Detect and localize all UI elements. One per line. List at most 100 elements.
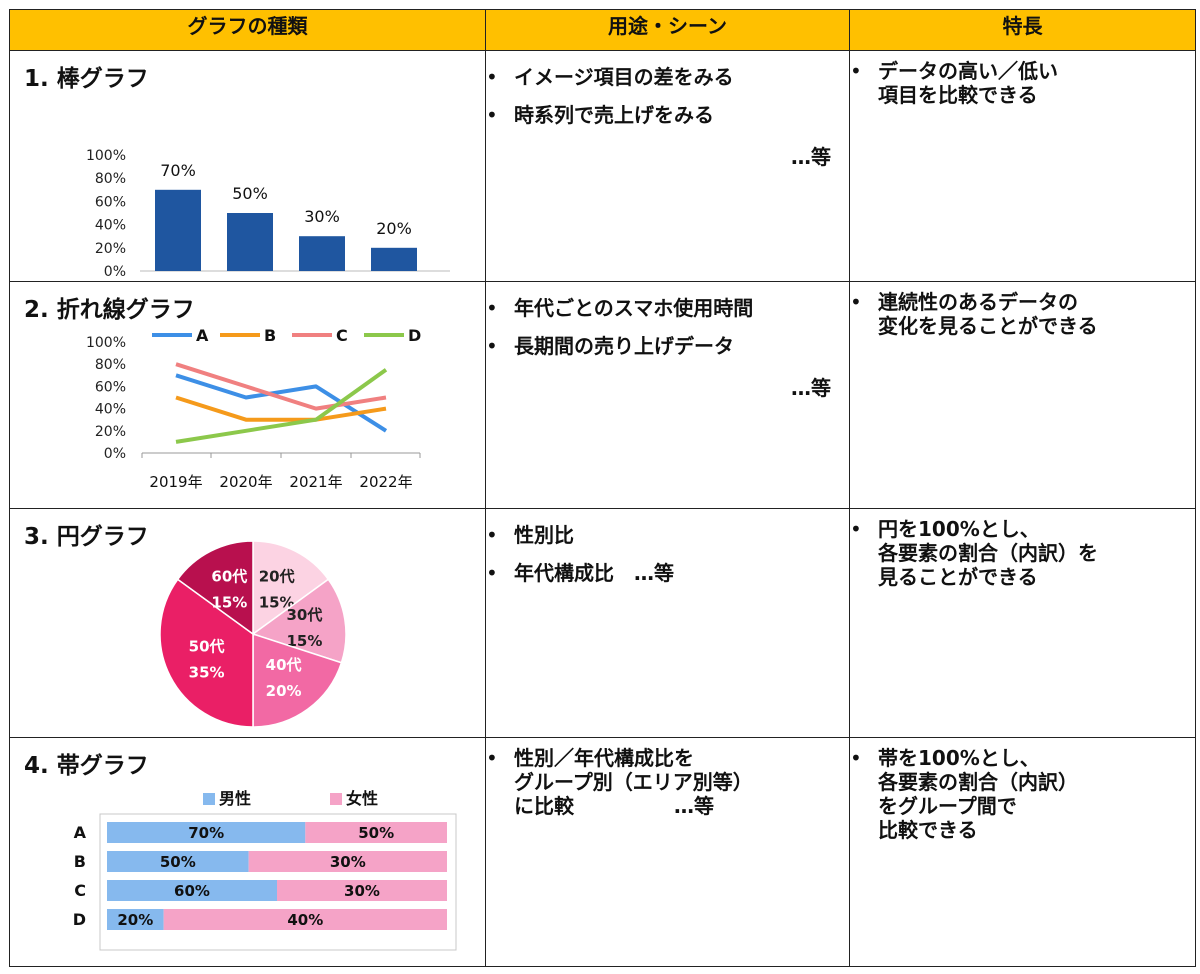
bar-chart-cell: 1. 棒グラフ 0%20%40%60%80%100%70%商品A50%商品B30… <box>9 50 486 282</box>
legend-label: C <box>336 326 348 345</box>
y-tick-label: 40% <box>95 402 126 418</box>
bar-chart: 0%20%40%60%80%100%70%商品A50%商品B30%商品C20%商… <box>86 148 450 280</box>
y-tick-label: 60% <box>95 379 126 395</box>
band-segment-label: 30% <box>330 853 366 871</box>
bullet-item: 円を100%とし、 各要素の割合（内訳）を 見ることができる <box>850 517 1195 589</box>
band-category-label: A <box>74 823 87 842</box>
row-line-chart: 2. 折れ線グラフ 0% 20% 40% 60% 80% 100% 2019年 2020年 20… <box>9 281 1196 509</box>
bar-chart-title: 1. 棒グラフ <box>24 66 149 92</box>
bar-chart-uses: イメージ項目の差をみる時系列で売上げをみる …等 <box>485 50 850 282</box>
line-chart-cell: 2. 折れ線グラフ 0% 20% 40% 60% 80% 100% 2019年 2020年 20… <box>9 281 486 509</box>
legend-label: B <box>264 326 276 345</box>
pie-slice-value: 15% <box>259 594 295 612</box>
y-tick-label: 0% <box>104 446 126 462</box>
bar-value-label: 20% <box>376 219 412 238</box>
pie-slice <box>251 578 347 664</box>
pie-slice <box>252 632 343 728</box>
legend-label: 女性 <box>346 789 378 808</box>
y-tick-label: 80% <box>95 171 126 187</box>
x-tick-label: 2020年 <box>219 473 272 491</box>
bullet-item: 長期間の売り上げデータ <box>486 334 849 358</box>
pie-slice-label: 20代 <box>259 568 295 586</box>
band-segment <box>107 851 249 872</box>
bar-chart-features: データの高い／低い 項目を比較できる <box>849 50 1196 282</box>
y-tick-label: 40% <box>95 218 126 234</box>
y-tick-label: 20% <box>95 241 126 257</box>
line-chart-uses: 年代ごとのスマホ使用時間長期間の売り上げデータ …等 <box>485 281 850 509</box>
band-segment <box>305 822 447 843</box>
bar-value-label: 30% <box>304 207 340 226</box>
band-segment-label: 50% <box>160 853 196 871</box>
band-chart-features: 帯を100%とし、 各要素の割合（内訳） をグループ間で 比較できる <box>849 737 1196 967</box>
header-row: グラフの種類 用途・シーン 特長 <box>9 9 1196 51</box>
bullet-item: 年代構成比 …等 <box>486 561 849 585</box>
legend-swatch <box>203 793 215 805</box>
pie-slice-label: 40代 <box>266 656 302 674</box>
bar <box>227 213 273 271</box>
y-tick-label: 80% <box>95 357 126 373</box>
band-segment-label: 30% <box>344 882 380 900</box>
bullet-item: 時系列で売上げをみる <box>486 103 849 127</box>
band-segment <box>248 851 447 872</box>
row-band-chart: 4. 帯グラフ 男性 女性 A 70% 50% B 50% 30% C 60% 30% D 20% 40%… <box>9 737 1196 967</box>
x-tick-label: 2019年 <box>149 473 202 491</box>
y-tick-label: 0% <box>104 264 126 280</box>
line-uses-etc: …等 <box>791 376 831 400</box>
y-tick-label: 20% <box>95 424 126 440</box>
pie-slice <box>159 578 254 728</box>
band-segment <box>107 822 306 843</box>
legend-swatch <box>330 793 342 805</box>
pie-slice-label: 30代 <box>287 606 323 624</box>
pie-slice-label: 60代 <box>211 568 247 586</box>
bullet-item: 年代ごとのスマホ使用時間 <box>486 296 849 320</box>
pie-slice-label: 50代 <box>189 638 225 656</box>
line-chart-features: 連続性のあるデータの 変化を見ることができる <box>849 281 1196 509</box>
band-category-label: D <box>73 910 86 929</box>
pie-chart-features: 円を100%とし、 各要素の割合（内訳）を 見ることができる <box>849 508 1196 738</box>
series-line <box>175 395 387 422</box>
pie-slice-value: 15% <box>211 594 247 612</box>
bar <box>371 247 417 271</box>
line-uses-list: 年代ごとのスマホ使用時間長期間の売り上げデータ <box>486 296 849 358</box>
bar-uses-etc: …等 <box>791 145 831 169</box>
pie-slice-value: 35% <box>189 664 225 682</box>
band-uses-list: 性別／年代構成比を グループ別（エリア別等） に比較 …等 <box>486 746 849 818</box>
pie-slice <box>176 540 254 636</box>
line-chart: 0% 20% 40% 60% 80% 100% 2019年 2020年 2021年 2022年 A B… <box>86 326 421 491</box>
bar <box>299 236 345 271</box>
series-line <box>175 368 388 444</box>
bar-features-list: データの高い／低い 項目を比較できる <box>850 59 1195 107</box>
band-segment-label: 40% <box>287 911 323 929</box>
series-line <box>175 362 387 411</box>
band-segment-label: 50% <box>358 824 394 842</box>
band-chart-cell: 4. 帯グラフ 男性 女性 A 70% 50% B 50% 30% C 60% 30% D 20% 40% <box>9 737 486 967</box>
bar-value-label: 70% <box>160 161 196 180</box>
pie-chart-cell: 3. 円グラフ 20代 15% 30代 15% 40代 20% 50代 35% 60代 15% <box>9 508 486 738</box>
band-segment <box>163 909 447 930</box>
bullet-item: 帯を100%とし、 各要素の割合（内訳） をグループ間で 比較できる <box>850 746 1195 842</box>
row-bar-chart: 1. 棒グラフ 0%20%40%60%80%100%70%商品A50%商品B30… <box>9 50 1196 282</box>
band-segment-label: 70% <box>188 824 224 842</box>
header-graph-type: グラフの種類 <box>9 9 486 51</box>
band-frame <box>99 813 457 951</box>
legend-label: 男性 <box>219 789 251 808</box>
x-tick-label: 2021年 <box>289 473 342 491</box>
bullet-item: 性別／年代構成比を グループ別（エリア別等） に比較 …等 <box>486 746 849 818</box>
band-segment <box>107 880 277 901</box>
line-chart-title: 2. 折れ線グラフ <box>24 297 195 323</box>
band-segment-label: 60% <box>174 882 210 900</box>
pie-slice-value: 20% <box>266 682 302 700</box>
header-features: 特長 <box>849 9 1196 51</box>
pie-features-list: 円を100%とし、 各要素の割合（内訳）を 見ることができる <box>850 517 1195 589</box>
band-chart-title: 4. 帯グラフ <box>24 753 149 779</box>
band-segment <box>277 880 447 901</box>
header-use-scene: 用途・シーン <box>485 9 850 51</box>
band-chart-uses: 性別／年代構成比を グループ別（エリア別等） に比較 …等 <box>485 737 850 967</box>
graph-comparison-table: グラフの種類 用途・シーン 特長 1. 棒グラフ 0% 20% 40% 60% 80% 1… <box>9 9 1196 967</box>
pie-uses-list: 性別比年代構成比 …等 <box>486 523 849 585</box>
legend-label: A <box>196 326 209 345</box>
bar <box>155 189 201 271</box>
bar-value-label: 50% <box>232 184 268 203</box>
